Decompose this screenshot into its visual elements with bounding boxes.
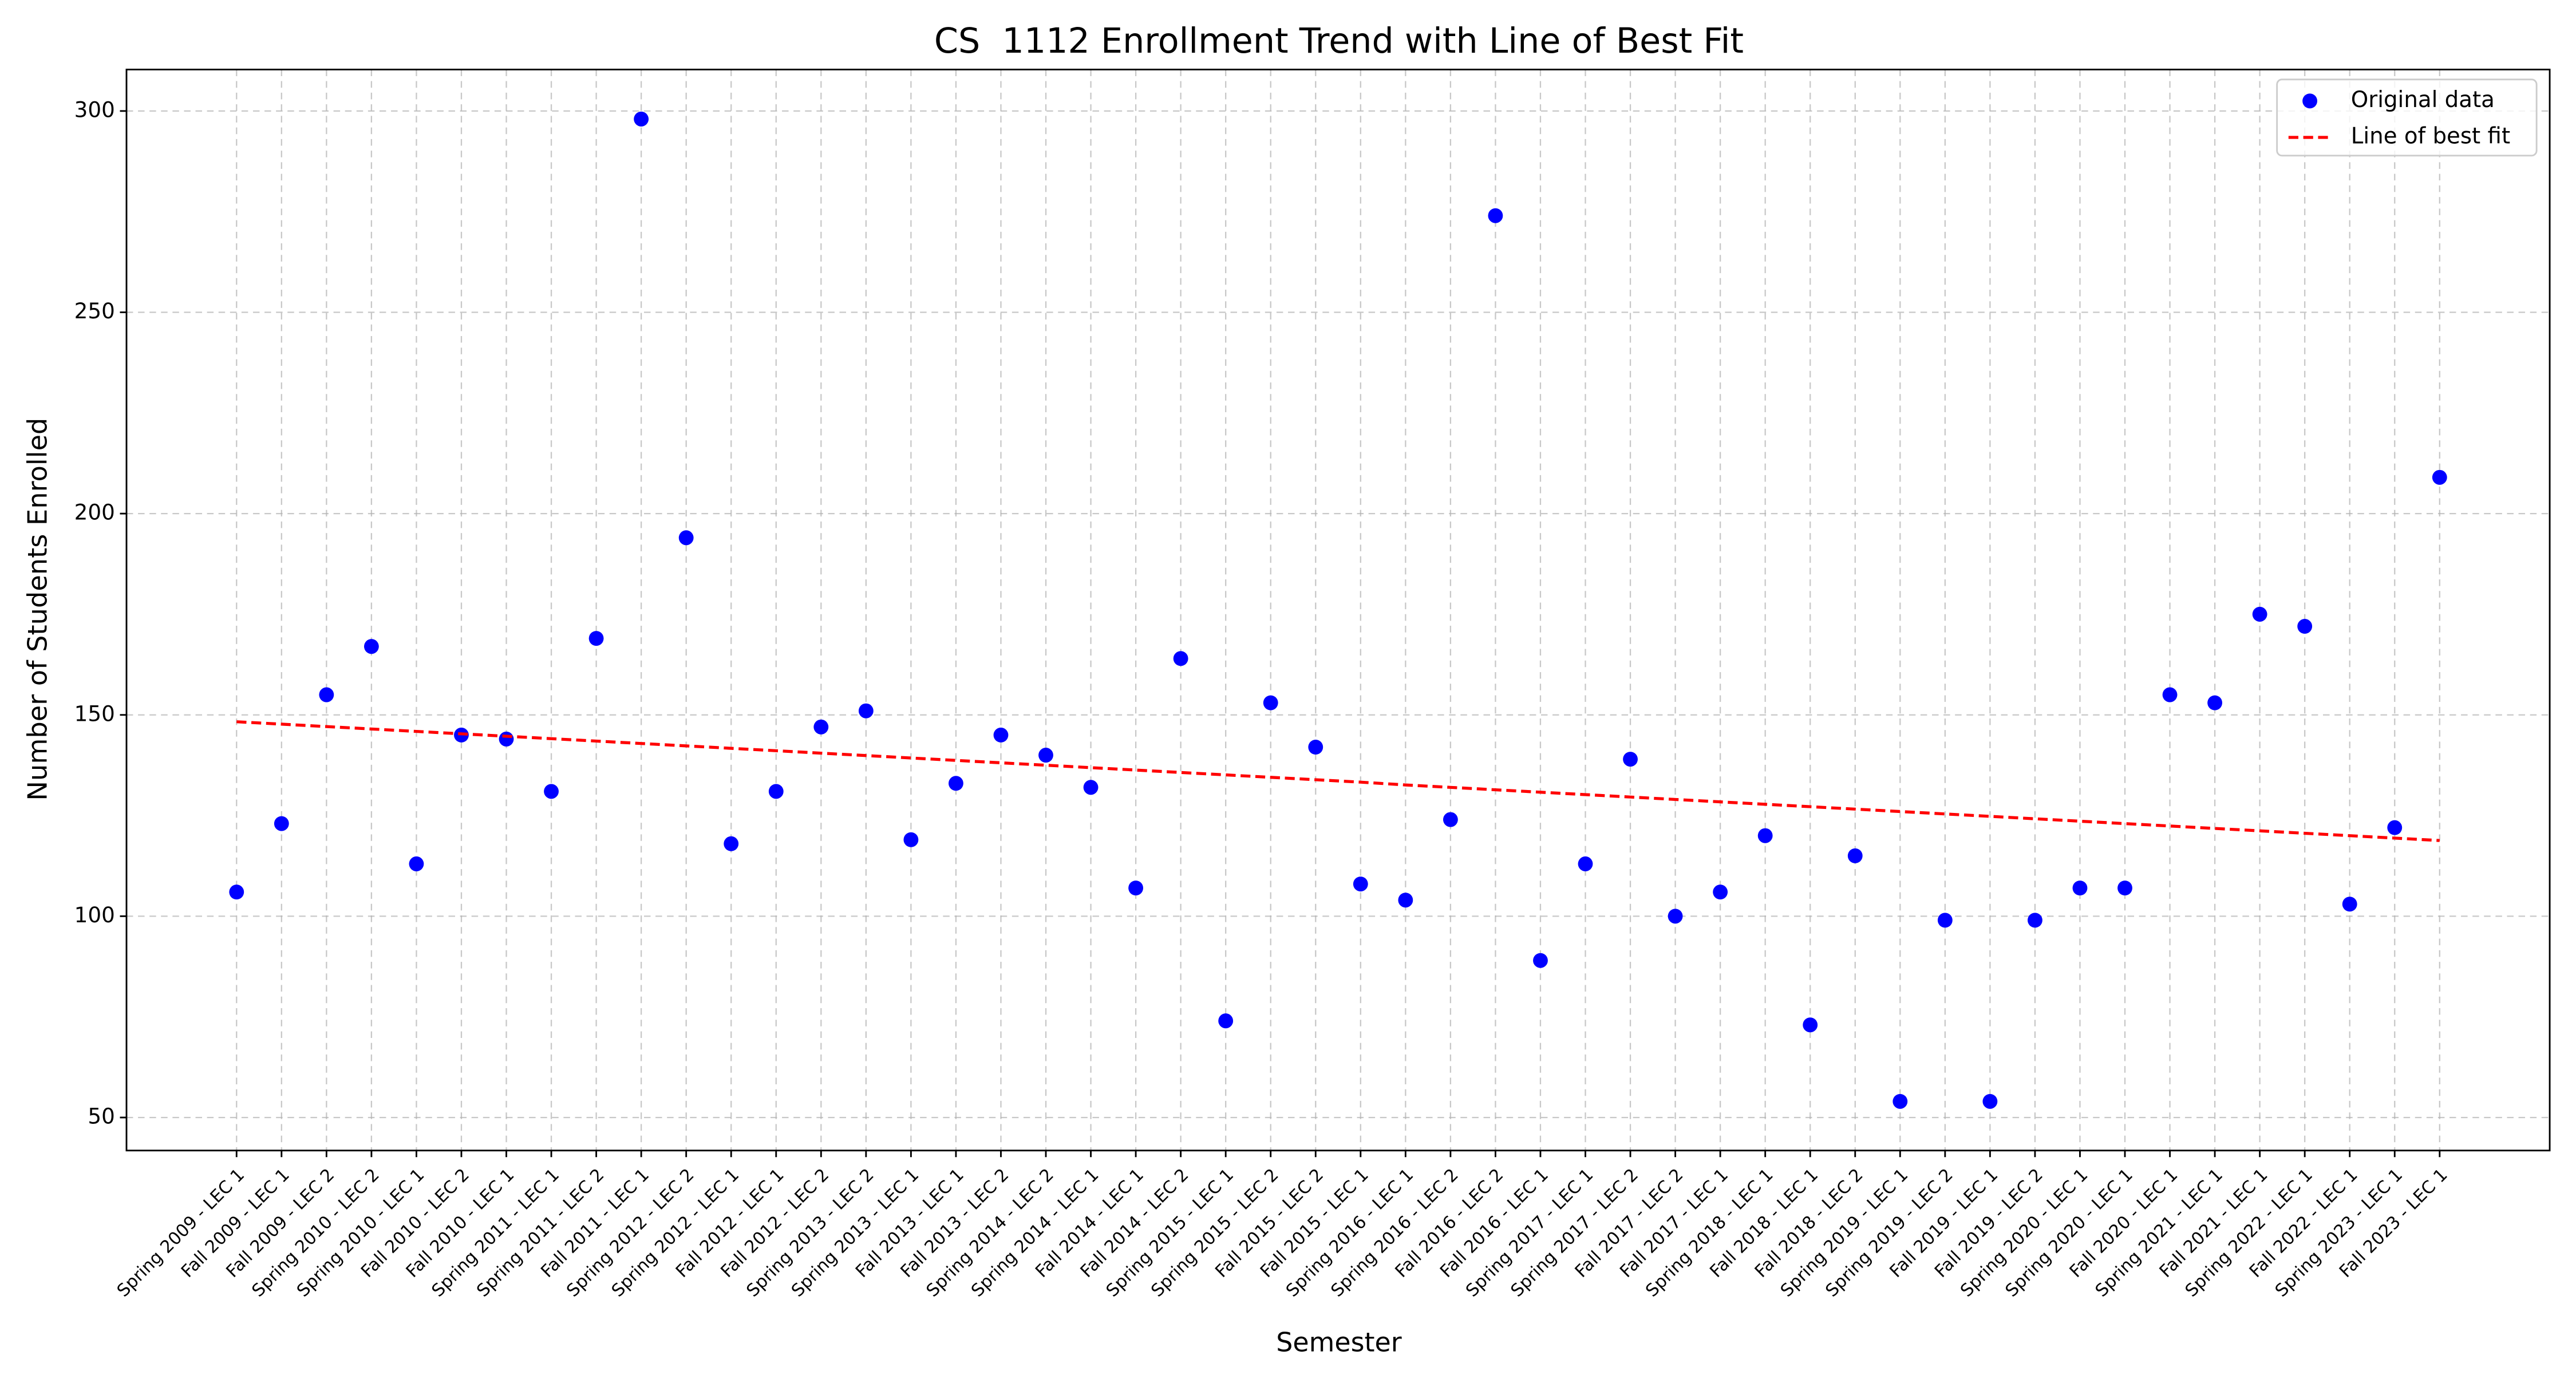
y-tick-label: 50 [88,1103,114,1128]
chart-title: CS 1112 Enrollment Trend with Line of Be… [934,21,1744,61]
data-point [2117,881,2132,896]
y-tick-label: 100 [74,902,115,927]
x-axis-label: Semester [1276,1326,1401,1357]
data-point [2432,469,2447,485]
data-point [2072,881,2088,896]
data-point [1803,1017,1818,1033]
data-point [274,816,289,831]
data-point [1038,748,1053,763]
data-point [499,731,514,747]
data-point [993,727,1009,743]
legend: Original data Line of best fit [2276,78,2538,157]
data-point [1757,828,1773,843]
data-point [2342,897,2357,912]
data-point [949,776,963,791]
data-point [1578,856,1593,871]
data-point [1083,780,1099,795]
data-point [544,784,559,799]
data-point [2028,913,2042,928]
data-point [2162,687,2178,702]
data-point [1937,913,1953,928]
data-point [2252,606,2267,622]
y-tick-label: 300 [74,97,115,122]
data-point [1128,881,1144,896]
data-point [858,703,874,718]
data-point [1398,893,1413,908]
data-point [678,530,694,546]
data-point [2387,820,2403,835]
legend-box [2276,78,2538,157]
fit-line [236,720,2440,842]
y-tick-label: 250 [74,298,115,323]
data-point [229,885,244,900]
legend-marker [2302,93,2317,109]
data-point [2297,619,2313,634]
data-point [1173,651,1188,666]
data-point [1353,876,1368,892]
data-point [1847,848,1863,863]
data-point [634,111,649,127]
data-point [1623,752,1638,767]
data-point [588,631,604,646]
data-point [1488,208,1503,223]
data-point [319,687,334,702]
data-point [364,639,379,654]
data-point [2207,695,2223,710]
y-axis-label: Number of Students Enrolled [22,418,53,801]
y-tick-label: 200 [74,500,115,525]
data-point [409,856,424,871]
legend-label: Line of best fit [2351,123,2510,149]
data-point [1533,953,1548,968]
data-point [1982,1093,1998,1109]
data-point [1713,885,1728,900]
data-point [1443,812,1458,827]
data-point [1308,739,1323,755]
plot-frame [125,69,2551,1152]
data-point [813,719,829,735]
data-point [724,836,739,851]
legend-label: Original data [2351,87,2495,113]
y-tick-label: 150 [74,701,115,726]
data-point [903,832,919,847]
data-point [1218,1013,1234,1029]
data-point [1263,695,1278,710]
data-point [1893,1093,1908,1109]
data-point [768,784,784,799]
data-point [1668,909,1683,924]
